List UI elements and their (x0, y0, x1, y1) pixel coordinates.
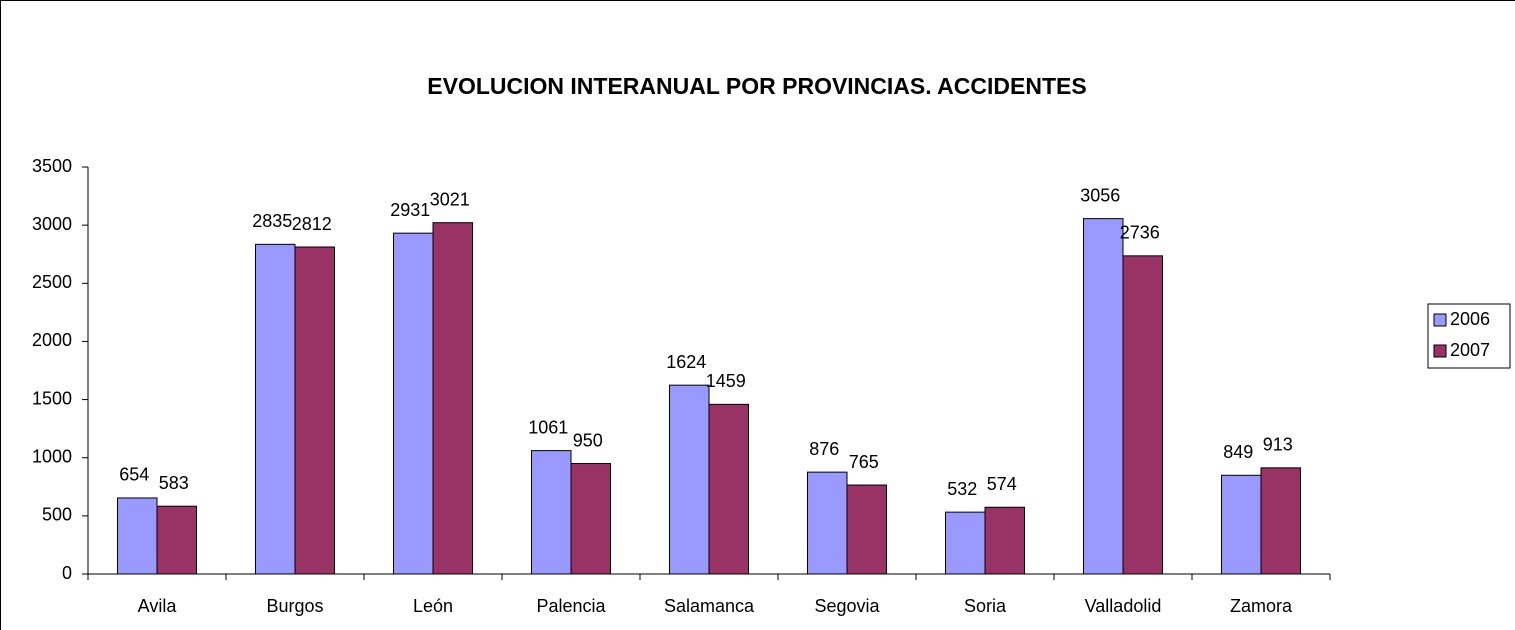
bar (1122, 255, 1163, 575)
bar (807, 471, 848, 575)
x-tick-label: Soria (964, 596, 1007, 616)
bar (393, 232, 434, 575)
data-label: 3056 (1080, 185, 1120, 205)
bar (1083, 218, 1124, 575)
legend-swatch (1433, 344, 1447, 358)
x-tick-label: Burgos (266, 596, 323, 616)
bar (846, 484, 887, 575)
bar (432, 222, 473, 575)
chart-title: EVOLUCION INTERANUAL POR PROVINCIAS. ACC… (427, 73, 1086, 99)
x-tick-label: Valladolid (1085, 596, 1162, 616)
bar (531, 450, 572, 575)
y-tick-label: 0 (62, 563, 72, 583)
y-tick-label: 3000 (32, 214, 72, 234)
x-tick-label: Salamanca (664, 596, 755, 616)
legend-label: 2006 (1450, 309, 1490, 329)
data-label: 2812 (292, 214, 332, 234)
data-label: 2736 (1120, 223, 1160, 243)
data-label: 1061 (528, 417, 568, 437)
bar (708, 403, 749, 575)
x-tick-label: León (413, 596, 453, 616)
data-label: 950 (573, 430, 603, 450)
y-tick-label: 3500 (32, 156, 72, 176)
bar (1221, 474, 1262, 575)
x-tick-label: Segovia (814, 596, 880, 616)
data-label: 2835 (252, 211, 292, 231)
x-tick-label: Avila (138, 596, 178, 616)
bar (945, 511, 986, 575)
y-tick-label: 1000 (32, 446, 72, 466)
y-tick-label: 2000 (32, 330, 72, 350)
bar (669, 384, 710, 575)
y-tick-label: 1500 (32, 388, 72, 408)
bar (255, 243, 296, 575)
data-label: 876 (809, 439, 839, 459)
data-label: 654 (119, 465, 149, 485)
x-tick-label: Palencia (536, 596, 606, 616)
bar (156, 505, 197, 575)
data-label: 913 (1263, 435, 1293, 455)
data-label: 574 (987, 474, 1017, 494)
data-label: 532 (947, 479, 977, 499)
data-label: 1459 (706, 371, 746, 391)
data-label: 583 (159, 473, 189, 493)
data-label: 765 (849, 452, 879, 472)
bar (570, 463, 611, 575)
data-label: 1624 (666, 352, 706, 372)
data-label: 3021 (430, 189, 470, 209)
legend-label: 2007 (1450, 340, 1490, 360)
data-label: 2931 (390, 200, 430, 220)
x-tick-label: Zamora (1230, 596, 1293, 616)
data-label: 849 (1223, 442, 1253, 462)
y-tick-label: 2500 (32, 272, 72, 292)
bar (117, 497, 158, 575)
bar (294, 246, 335, 575)
y-tick-label: 500 (42, 505, 72, 525)
legend-swatch (1433, 313, 1447, 327)
bar (984, 506, 1025, 575)
bar (1260, 467, 1301, 575)
